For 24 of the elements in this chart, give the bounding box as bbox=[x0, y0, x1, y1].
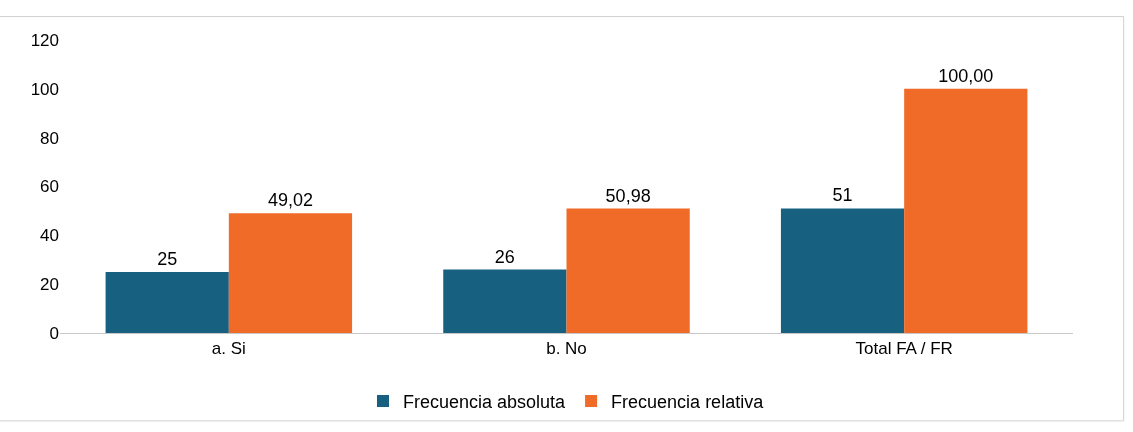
y-tick-label: 20 bbox=[40, 275, 59, 295]
x-tick-label: a. Si bbox=[211, 339, 246, 359]
y-tick-label: 40 bbox=[40, 226, 59, 246]
x-tick-label: Total FA / FR bbox=[855, 339, 953, 359]
bar bbox=[228, 213, 353, 333]
legend-label: Frecuencia relativa bbox=[611, 392, 765, 413]
bar bbox=[904, 88, 1028, 333]
bar bbox=[780, 208, 905, 333]
y-tick-label: 120 bbox=[30, 30, 59, 50]
y-tick-label: 0 bbox=[49, 323, 59, 343]
bar bbox=[566, 208, 690, 333]
bar bbox=[105, 271, 229, 333]
legend-label: Frecuencia absoluta bbox=[403, 392, 567, 413]
y-tick-label: 80 bbox=[40, 128, 59, 148]
data-label: 51 bbox=[832, 185, 853, 206]
data-label: 25 bbox=[157, 248, 178, 269]
data-label: 100,00 bbox=[938, 65, 994, 86]
y-tick-label: 100 bbox=[30, 79, 59, 99]
data-label: 49,02 bbox=[267, 190, 313, 211]
y-tick-label: 60 bbox=[40, 177, 59, 197]
bar bbox=[443, 269, 567, 333]
x-tick-label: b. No bbox=[546, 339, 587, 359]
data-label: 50,98 bbox=[605, 185, 651, 206]
data-label: 26 bbox=[494, 246, 515, 267]
